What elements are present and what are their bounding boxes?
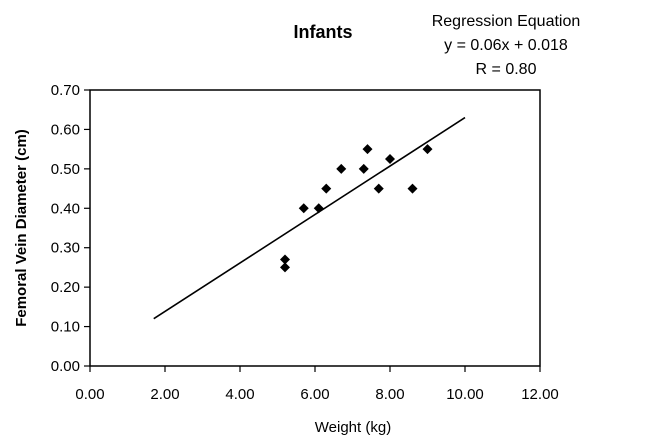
regression-heading: Regression Equation	[432, 13, 581, 30]
x-tick-label: 4.00	[225, 386, 254, 403]
y-tick-label: 0.00	[51, 358, 80, 375]
regression-r-value: R = 0.80	[476, 61, 537, 78]
y-tick-label: 0.30	[51, 240, 80, 257]
axis-ticks: 0.00 0.10 0.20 0.30 0.40 0.50 0.60 0.70 0.00 2.00…	[51, 82, 559, 403]
data-point	[358, 163, 369, 174]
data-point	[422, 144, 433, 155]
y-axis-title: Femoral Vein Diameter (cm)	[13, 129, 30, 327]
y-tick-label: 0.10	[51, 319, 80, 336]
y-tick-label: 0.50	[51, 161, 80, 178]
data-point	[385, 154, 395, 164]
regression-line	[153, 116, 466, 320]
x-tick-label: 0.00	[75, 386, 104, 403]
data-point	[321, 183, 332, 194]
data-point	[373, 183, 384, 194]
y-tick-label: 0.60	[51, 121, 80, 138]
x-tick-label: 2.00	[150, 386, 179, 403]
y-tick-label: 0.20	[51, 279, 80, 296]
data-point	[336, 163, 347, 174]
plot-area-frame	[89, 89, 541, 367]
chart-title: Infants	[293, 22, 352, 42]
data-point	[280, 254, 290, 265]
x-tick-label: 8.00	[375, 386, 404, 403]
x-tick-label: 10.00	[446, 386, 484, 403]
data-point	[298, 203, 309, 214]
regression-equation: y = 0.06x + 0.018	[444, 37, 568, 54]
y-tick-label: 0.40	[51, 200, 80, 217]
y-tick-label: 0.70	[51, 82, 80, 99]
data-point	[280, 262, 290, 273]
x-tick-label: 6.00	[300, 386, 329, 403]
data-marks	[153, 116, 466, 320]
x-tick-label: 12.00	[521, 386, 559, 403]
x-axis-title: Weight (kg)	[315, 419, 391, 436]
data-point	[313, 203, 324, 214]
data-point	[362, 144, 373, 155]
data-point	[407, 183, 418, 194]
